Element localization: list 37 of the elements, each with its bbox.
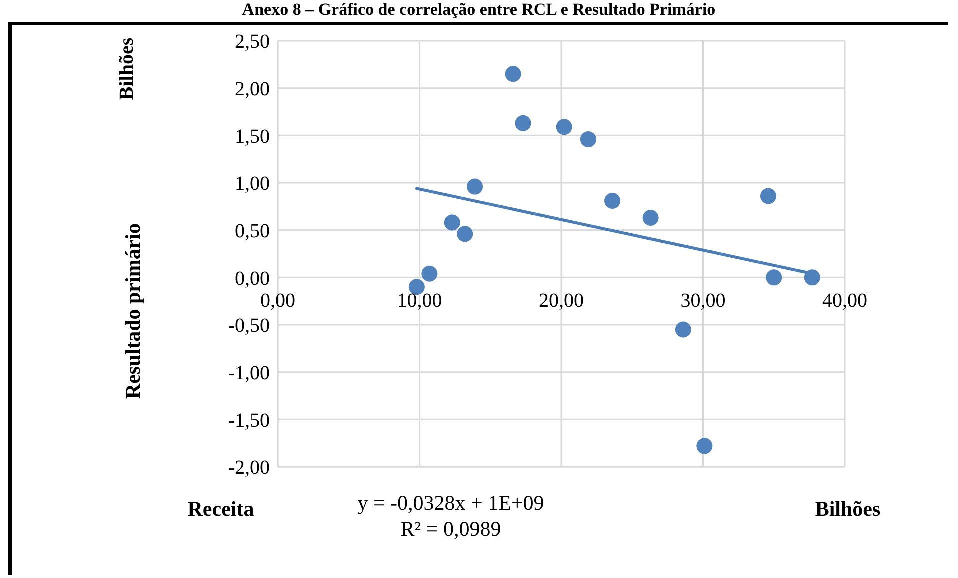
point [556,119,572,136]
chart-title: Anexo 8 – Gráfico de correlação entre RCL e Resultado Primário [241,0,717,20]
point [444,214,460,231]
point [604,192,621,209]
point [505,66,522,82]
y-axis-title: Resultado primário [121,224,145,400]
text: R² = 0,0989 [400,517,502,541]
point [580,131,596,148]
y-tick-label: 0,00 [235,268,270,290]
y-tick-label: 1,50 [235,126,270,148]
point [515,115,532,132]
x-tick-label: 40,00 [822,290,868,312]
y-tick-label: 0,50 [235,220,270,242]
point [696,438,713,454]
x-axis-title: Receita [188,497,255,521]
x-tick-label: 30,00 [680,290,726,312]
y-tick-label: -2,00 [228,457,270,480]
y-tick-label: 2,00 [235,78,270,100]
x-tick-label: 10,00 [397,290,442,312]
x-tick-label: 0,00 [260,290,296,312]
y-tick-label: 2,50 [235,31,270,54]
y-tick-label: -1,00 [228,362,270,384]
point [457,226,474,242]
point [766,270,782,286]
point [422,266,438,282]
text: Bilhões [815,497,881,521]
x-tick-label: 20,00 [539,290,584,312]
y-tick-label: 1,00 [235,173,270,196]
point [675,322,692,338]
point [804,270,820,286]
point [760,188,776,204]
y-tick-label: -1,50 [228,410,270,432]
y-tick-label: -0,50 [228,315,270,338]
text: y = -0,0328x + 1E+09 [358,491,544,515]
point [642,210,659,226]
point [467,178,484,195]
text: Bilhões [116,38,138,100]
